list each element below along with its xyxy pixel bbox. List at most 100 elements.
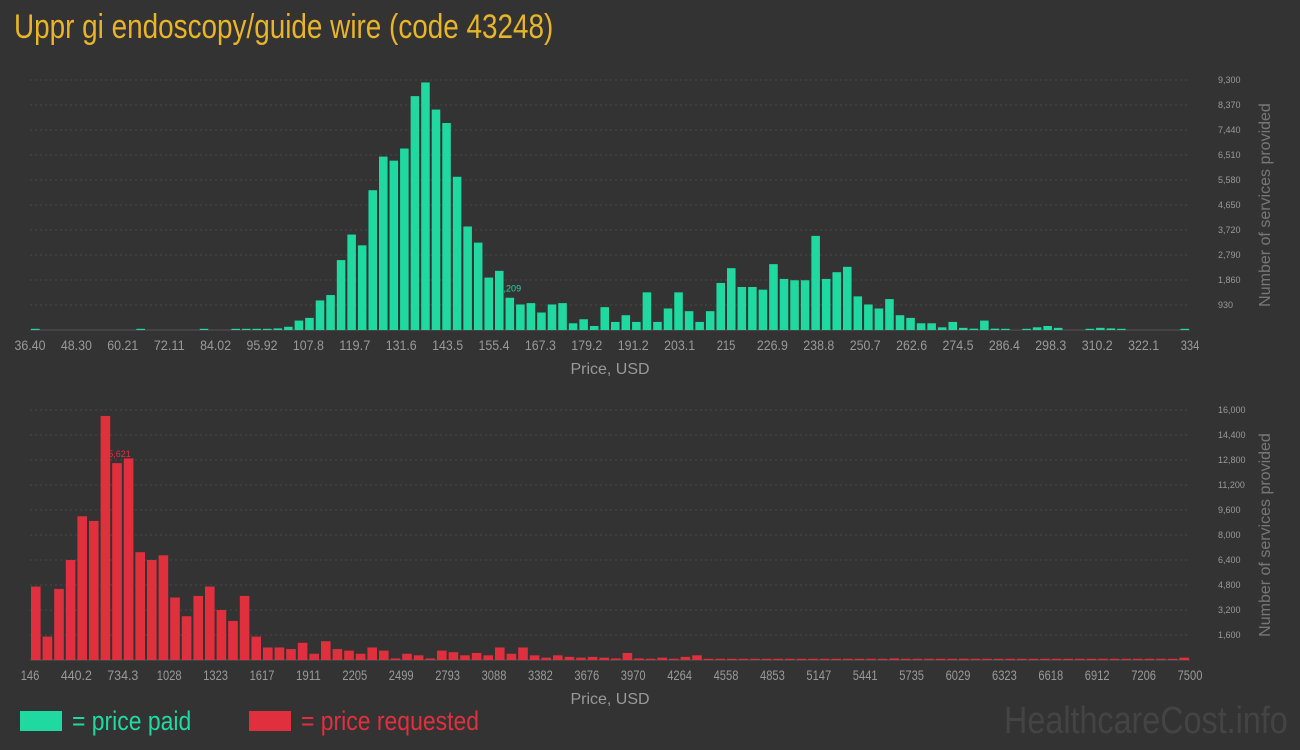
bar (692, 655, 702, 660)
bar (645, 658, 656, 660)
bar (193, 595, 203, 660)
bar (727, 658, 737, 660)
bar (1179, 657, 1189, 660)
bar (205, 586, 215, 660)
legend-requested: = price requested (249, 704, 510, 738)
bar (1001, 328, 1010, 330)
bar (1096, 327, 1105, 330)
bar (663, 308, 673, 330)
bar (54, 588, 64, 660)
bar (368, 190, 377, 330)
bar (716, 282, 725, 330)
bar (31, 586, 41, 660)
bar (959, 658, 969, 660)
bar (927, 323, 936, 330)
x-tick-label: 274.5 (943, 337, 974, 353)
bar (653, 321, 662, 330)
y-tick-label: 11,200 (1218, 480, 1245, 490)
x-tick-label: 4264 (667, 667, 692, 683)
bar (599, 657, 609, 660)
y-tick-label: 7,440 (1218, 125, 1241, 135)
bar (518, 647, 528, 660)
bar (505, 297, 515, 330)
x-tick-label: 95.92 (247, 337, 278, 353)
y-tick-label: 3,200 (1218, 605, 1241, 615)
bar (284, 326, 293, 330)
bar (1063, 658, 1073, 660)
bar (1028, 658, 1039, 660)
bar (425, 658, 435, 660)
x-tick-label: 60.21 (107, 337, 138, 353)
bar (1043, 325, 1052, 330)
x-tick-label: 131.6 (386, 337, 417, 353)
bar (924, 658, 934, 660)
bar (622, 652, 633, 660)
bar (1121, 658, 1131, 660)
bar (389, 160, 399, 330)
bar (769, 264, 778, 330)
bar (1117, 328, 1126, 330)
bar (727, 268, 736, 330)
y-tick-label: 4,800 (1218, 580, 1241, 590)
bar (611, 658, 621, 660)
bar (1156, 658, 1166, 660)
x-tick-label: 167.3 (525, 337, 556, 353)
x-tick-label: 286.4 (989, 337, 1020, 353)
bar (874, 308, 884, 330)
bar (390, 658, 401, 660)
bar (684, 311, 694, 330)
bar (135, 552, 145, 660)
bar (773, 658, 783, 660)
bar (748, 286, 757, 330)
bar (181, 616, 192, 660)
bar (147, 560, 157, 660)
bar (305, 317, 314, 330)
bar (1106, 328, 1116, 330)
bar (231, 328, 240, 330)
bar (558, 303, 567, 330)
bar (790, 280, 799, 330)
x-tick-label: 191.2 (618, 337, 649, 353)
bar (674, 292, 683, 330)
x-tick-label: 155.4 (479, 337, 510, 353)
bar (251, 636, 261, 660)
x-tick-label: 119.7 (339, 337, 370, 353)
x-tick-label: 146 (21, 667, 40, 683)
bar (379, 156, 388, 330)
x-tick-label: 1617 (250, 667, 275, 683)
x-tick-label: 2205 (342, 667, 367, 683)
bar (947, 658, 957, 660)
x-axis-title: Price, USD (570, 361, 649, 378)
bar (568, 323, 578, 330)
chart-title: Uppr gi endoscopy/guide wire (code 43248… (14, 8, 554, 46)
x-tick-label: 334 (1181, 337, 1200, 353)
bar (100, 415, 111, 660)
bar (158, 555, 169, 660)
bar (819, 658, 830, 660)
x-tick-label: 143.5 (432, 337, 463, 353)
bar (516, 304, 525, 330)
bar (541, 657, 551, 660)
bar (821, 278, 831, 330)
bar (970, 658, 981, 660)
bar (473, 242, 483, 330)
x-tick-label: 238.8 (803, 337, 834, 353)
x-tick-label: 4853 (760, 667, 785, 683)
x-tick-label: 3088 (482, 667, 507, 683)
x-tick-label: 107.8 (293, 337, 324, 353)
bar (77, 516, 87, 660)
legend-requested-label: = price requested (301, 705, 479, 736)
bar (297, 642, 308, 660)
bar (484, 277, 493, 330)
bar (1144, 658, 1155, 660)
bar (344, 650, 354, 660)
bar (843, 266, 852, 330)
bar (564, 656, 575, 660)
bar (379, 650, 389, 660)
bar (1032, 327, 1042, 330)
x-tick-label: 6323 (992, 667, 1017, 683)
y-axis-title: Number of services provided (1257, 103, 1274, 307)
bar (1085, 328, 1095, 330)
bar (421, 82, 430, 331)
bar (199, 328, 209, 330)
